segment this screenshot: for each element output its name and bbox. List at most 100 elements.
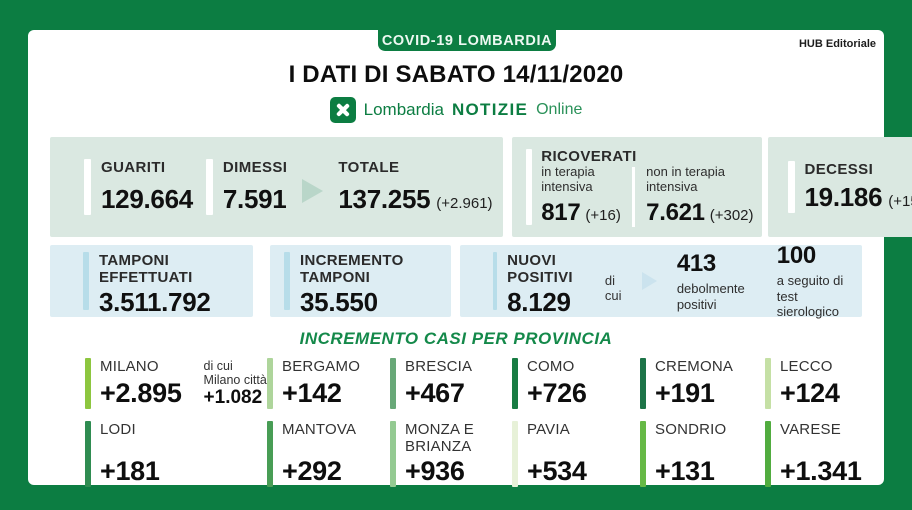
- province-item-varese: VARESE +1.341: [765, 421, 862, 487]
- province-value: +936: [405, 455, 465, 486]
- summary-cards-row: GUARITI 129.664 DIMESSI 7.591 TOTALE 137…: [50, 137, 912, 237]
- logo-brand-text: NOTIZIE: [451, 100, 529, 119]
- terapia-intensiva-label: in terapia intensiva: [541, 164, 595, 194]
- province-intensity-bar: [512, 421, 518, 487]
- province-name: COMO: [527, 358, 575, 375]
- debolmente-positivi-value: 413: [676, 249, 716, 277]
- guariti-stat: GUARITI 129.664: [84, 159, 193, 215]
- province-item-bergamo: BERGAMO +142: [267, 358, 390, 409]
- province-value: +191: [655, 378, 715, 408]
- rosa-camuna-icon: [329, 97, 356, 123]
- debolmente-positivi-stat: 413 debolmente positivi: [677, 250, 745, 312]
- milano-citta-substat: di cui Milano città +1.082: [204, 358, 267, 409]
- province-name: CREMONA: [655, 358, 734, 375]
- milano-citta-prefix: di cui: [203, 359, 233, 373]
- province-grid: MILANO +2.895 di cui Milano città +1.082…: [85, 358, 862, 487]
- dimessi-value: 7.591: [222, 184, 287, 214]
- card-incremento-tamponi: INCREMENTO TAMPONI 35.550: [270, 245, 451, 317]
- province-name: SONDRIO: [655, 421, 727, 438]
- province-intensity-bar: [390, 421, 396, 487]
- province-value: +181: [100, 455, 160, 486]
- nuovi-positivi-label: NUOVI POSITIVI: [507, 252, 573, 287]
- province-name: BRESCIA: [405, 358, 473, 375]
- non-terapia-intensiva-delta: (+302): [709, 206, 754, 224]
- lombardia-notizie-logo: Lombardia NOTIZIE Online: [28, 96, 884, 124]
- stat-bar: [83, 252, 89, 310]
- province-item-monza-e-brianza: MONZA E BRIANZA +936: [390, 421, 512, 487]
- province-intensity-bar: [85, 421, 91, 487]
- logo-region-text: Lombardia: [363, 100, 444, 119]
- terapia-intensiva-stat: in terapia intensiva 817 (+16): [541, 164, 621, 227]
- decessi-value: 19.186: [804, 182, 883, 212]
- province-name: LECCO: [780, 358, 833, 375]
- province-section-heading: INCREMENTO CASI PER PROVINCIA: [299, 329, 613, 348]
- card-nuovi-positivi: NUOVI POSITIVI 8.129 di cui 413 debolmen…: [460, 242, 862, 320]
- province-intensity-bar: [640, 421, 646, 487]
- tamponi-effettuati-label: TAMPONI EFFETTUATI: [99, 252, 193, 287]
- province-value: +534: [527, 455, 587, 486]
- page-title: I DATI DI SABATO 14/11/2020: [288, 61, 624, 88]
- province-intensity-bar: [765, 421, 771, 487]
- arrow-right-icon: [302, 179, 324, 203]
- stat-bar: [525, 149, 533, 225]
- stat-bar: [493, 252, 498, 310]
- province-item-como: COMO +726: [512, 358, 640, 409]
- non-terapia-intensiva-value: 7.621: [646, 198, 705, 226]
- debolmente-positivi-label: debolmente positivi: [676, 280, 745, 312]
- card-tamponi-effettuati: TAMPONI EFFETTUATI 3.511.792: [50, 245, 253, 317]
- badge-label: COVID-19 LOMBARDIA: [381, 32, 553, 49]
- totale-label: TOTALE: [338, 159, 400, 176]
- province-value: +2.895: [100, 378, 182, 408]
- publisher-credit: HUB Editoriale: [798, 38, 876, 50]
- guariti-value: 129.664: [101, 184, 193, 214]
- province-item-lecco: LECCO +124: [765, 358, 862, 409]
- milano-citta-value: +1.082: [203, 387, 263, 408]
- province-intensity-bar: [390, 358, 396, 409]
- di-cui-label: di cui: [604, 273, 622, 303]
- province-intensity-bar: [512, 358, 518, 409]
- test-sierologico-label: a seguito di test sierologico: [776, 273, 844, 320]
- card-decessi: DECESSI 19.186 (+158): [767, 137, 912, 237]
- province-intensity-bar: [640, 358, 646, 409]
- card-ricoverati: RICOVERATI in terapia intensiva 817 (+16…: [511, 137, 762, 237]
- totale-stat: TOTALE 137.255 (+2.961): [338, 159, 492, 215]
- province-item-brescia: BRESCIA +467: [390, 358, 512, 409]
- infographic-panel: I DATI DI SABATO 14/11/2020 Lombardia NO…: [28, 30, 912, 487]
- terapia-intensiva-value: 817: [541, 198, 581, 226]
- tamponi-cards-row: TAMPONI EFFETTUATI 3.511.792 INCREMENTO …: [50, 242, 862, 320]
- dimessi-stat: DIMESSI 7.591: [205, 159, 288, 215]
- province-intensity-bar: [765, 358, 771, 409]
- nuovi-positivi-value: 8.129: [507, 286, 571, 317]
- decessi-delta: (+158): [888, 193, 912, 210]
- totale-value: 137.255: [338, 184, 431, 214]
- province-intensity-bar: [267, 421, 273, 487]
- dimessi-label: DIMESSI: [222, 159, 288, 176]
- decessi-label: DECESSI: [804, 161, 874, 178]
- province-name: MILANO: [100, 358, 159, 375]
- milano-citta-label: Milano città: [203, 373, 267, 387]
- province-name: MANTOVA: [282, 421, 357, 438]
- non-terapia-intensiva-label: non in terapia intensiva: [646, 164, 725, 194]
- province-value: +292: [282, 455, 342, 486]
- totale-delta: (+2.961): [436, 195, 493, 212]
- non-terapia-intensiva-stat: non in terapia intensiva 7.621 (+302): [646, 164, 754, 227]
- province-item-lodi: LODI +181: [85, 421, 267, 487]
- province-value: +467: [405, 378, 465, 408]
- province-name: MONZA E BRIANZA: [405, 421, 474, 456]
- province-intensity-bar: [267, 358, 273, 409]
- column-divider: [632, 167, 636, 227]
- province-name: LODI: [100, 421, 136, 438]
- stat-bar: [787, 161, 795, 213]
- test-sierologico-value: 100: [776, 242, 816, 270]
- incremento-tamponi-value: 35.550: [300, 286, 378, 317]
- province-value: +142: [282, 378, 342, 408]
- province-item-milano: MILANO +2.895 di cui Milano città +1.082: [85, 358, 267, 409]
- tamponi-effettuati-value: 3.511.792: [99, 286, 211, 317]
- province-item-pavia: PAVIA +534: [512, 421, 640, 487]
- card-guariti-dimessi-totale: GUARITI 129.664 DIMESSI 7.591 TOTALE 137…: [50, 137, 503, 237]
- province-item-mantova: MANTOVA +292: [267, 421, 390, 487]
- province-intensity-bar: [85, 358, 91, 409]
- terapia-intensiva-delta: (+16): [585, 206, 621, 224]
- province-item-cremona: CREMONA +191: [640, 358, 765, 409]
- covid-lombardia-badge: COVID-19 LOMBARDIA: [376, 30, 558, 53]
